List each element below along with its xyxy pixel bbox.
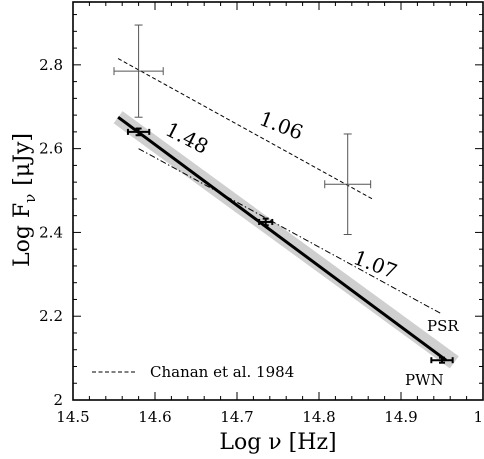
pwn-point bbox=[258, 217, 274, 227]
y-tick-label: 2.8 bbox=[39, 56, 63, 74]
data-points-layer bbox=[113, 24, 454, 364]
x-tick-label: 14.9 bbox=[384, 408, 417, 426]
pwn-fit-line bbox=[117, 116, 447, 362]
y-tick-label: 2.4 bbox=[39, 223, 63, 241]
psr-fit-line bbox=[138, 148, 443, 315]
x-tick-label: 14.5 bbox=[56, 408, 89, 426]
y-axis-title: Log Fν [μJy] bbox=[10, 133, 39, 267]
psr-label: PSR bbox=[427, 317, 459, 335]
y-tick-label: 2.2 bbox=[39, 307, 63, 325]
chanan-point bbox=[324, 133, 372, 236]
legend-entry-chanan: Chanan et al. 1984 bbox=[150, 363, 294, 381]
pwn-label: PWN bbox=[405, 371, 444, 389]
legend: Chanan et al. 1984 bbox=[92, 363, 294, 381]
x-tick-label: 14.7 bbox=[220, 408, 253, 426]
pwn-point bbox=[126, 127, 151, 137]
ticks-layer: 14.5 14.6 14.7 14.8 14.9 15 2 2.2 2.4 2.6 2.8 bbox=[39, 2, 484, 426]
svg-text:Log Fν[μJy]: Log Fν [μJy] bbox=[10, 133, 39, 267]
x-axis-title: Log ν [Hz] bbox=[219, 430, 336, 455]
y-axis-title-sub: ν bbox=[21, 194, 39, 203]
y-axis-title-unit: [μJy] bbox=[10, 133, 35, 186]
x-tick-label: 15 bbox=[473, 408, 484, 426]
y-tick-label: 2 bbox=[53, 391, 63, 409]
plot-frame bbox=[72, 1, 484, 401]
y-axis-title-main: Log F bbox=[10, 203, 35, 267]
fit-lines-layer bbox=[117, 58, 447, 362]
x-tick-label: 14.6 bbox=[138, 408, 171, 426]
y-tick-label: 2.6 bbox=[39, 140, 63, 158]
x-tick-label: 14.8 bbox=[302, 408, 335, 426]
psr-slope-label: 1.07 bbox=[350, 245, 400, 283]
chanan-fit-line bbox=[117, 58, 373, 200]
pwn-point bbox=[430, 356, 454, 364]
chanan-point bbox=[113, 24, 164, 118]
